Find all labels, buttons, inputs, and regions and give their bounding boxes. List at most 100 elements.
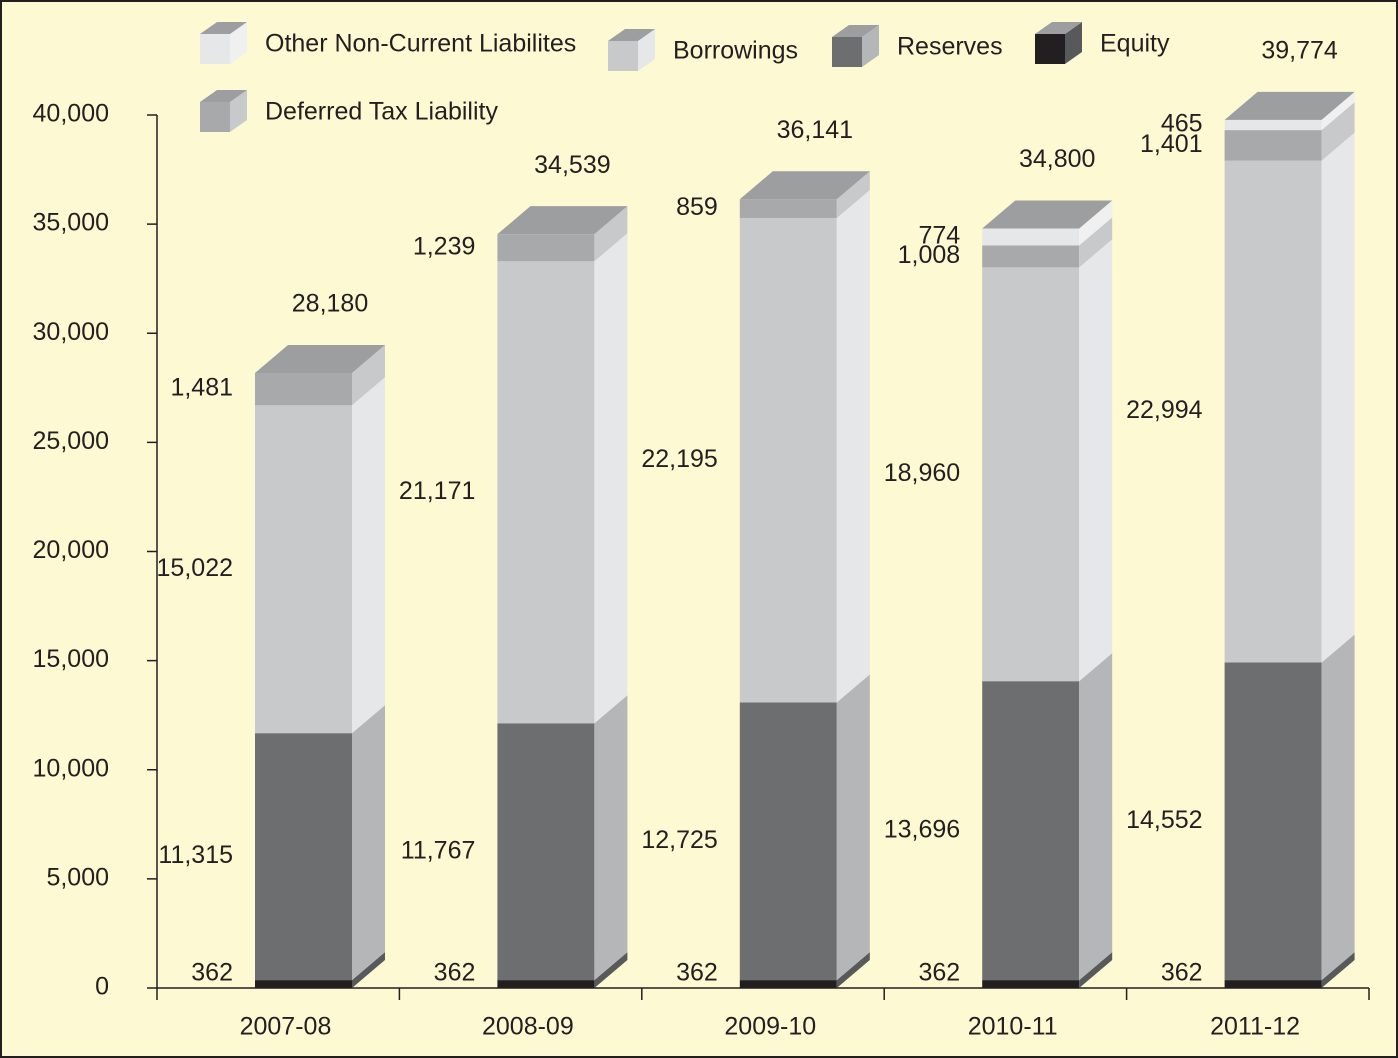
bar-segment [739,217,837,703]
bar-segment-side [1321,952,1355,988]
legend-label: Deferred Tax Liability [265,98,498,126]
y-tick-label: 0 [95,973,109,1001]
value-label: 1,239 [413,232,476,260]
bar-segment-side [1321,91,1355,131]
y-tick-label: 10,000 [33,754,109,782]
value-label: 11,315 [158,841,233,869]
value-label: 362 [676,959,718,987]
x-tick-label: 2009-10 [724,1013,816,1041]
value-label: 774 [918,222,960,250]
bar-top [739,171,870,200]
legend-swatch [832,37,862,67]
bar-segment [739,702,837,981]
legend-label: Equity [1100,30,1170,58]
bar-segment [982,980,1080,988]
bar-segment [739,980,837,988]
bar-segment-side [836,171,870,218]
bar-top [255,344,385,373]
bar-segment [1224,119,1322,131]
y-tick-label: 15,000 [33,645,109,673]
bar-segment-side [1321,132,1355,663]
legend-swatch-top [200,22,247,34]
value-label: 21,171 [399,477,475,505]
bar-segment-side [1079,952,1113,988]
value-label: 14,552 [1126,806,1202,834]
value-label: 362 [918,959,960,987]
bar-segment-side [836,674,870,981]
x-tick-label: 2008-09 [482,1013,574,1041]
value-label: 1,401 [1140,130,1203,158]
value-label: 13,696 [884,815,960,843]
bar-segment [982,245,1080,268]
bar-segment [255,733,352,981]
legend-label: Reserves [897,33,1003,61]
value-label: 362 [434,959,476,987]
bar-segment [497,234,595,262]
y-tick-label: 25,000 [33,427,109,455]
bar-segment [497,723,595,981]
legend-swatch [200,102,230,132]
value-label: 18,960 [884,459,960,487]
value-label: 1,008 [898,241,961,269]
bar-segment-side [1321,634,1355,981]
bar-top [497,206,628,235]
legend-swatch-top [832,25,879,37]
total-label: 36,141 [777,116,853,144]
bar-segment-side [836,952,870,988]
legend-swatch [608,41,638,71]
bar-segment-side [594,695,628,981]
bar-segment-side [1321,102,1355,161]
legend-swatch-side [1065,22,1082,64]
bar-segment [739,199,837,218]
bar-segment [497,261,595,724]
x-tick-label: 2007-08 [240,1013,332,1041]
x-tick-label: 2011-12 [1210,1013,1300,1041]
x-tick-label: 2010-11 [968,1013,1058,1041]
bar-segment-side [1079,200,1113,246]
y-tick-label: 35,000 [33,209,109,237]
legend-swatch-side [862,25,879,67]
y-tick-label: 30,000 [33,318,109,346]
bar-segment [1224,160,1322,663]
bar-segment [255,405,352,734]
bar-segment-side [1079,653,1113,981]
bar-segment [982,228,1080,246]
total-label: 34,539 [534,151,610,179]
value-label: 22,994 [1126,396,1203,424]
total-label: 39,774 [1261,37,1338,65]
y-tick-label: 5,000 [46,863,109,891]
value-label: 12,725 [641,826,717,854]
y-tick-label: 20,000 [33,536,109,564]
value-label: 362 [191,959,233,987]
legend-label: Other Non-Current Liabilites [265,30,576,58]
bar-segment-side [1079,217,1113,268]
bar-segment [1224,662,1322,981]
bar-segment-side [594,233,628,724]
bar-segment [255,980,352,988]
legend-swatch-top [608,29,655,41]
value-label: 1,481 [170,374,233,402]
value-label: 362 [1161,959,1203,987]
y-tick-label: 40,000 [33,100,109,128]
bar-segment [497,980,595,988]
bar-segment [982,267,1080,682]
bar-top [982,200,1113,229]
bar-segment-side [1079,239,1113,682]
total-label: 34,800 [1019,145,1095,173]
legend-swatch-side [230,90,247,132]
bar-segment-side [594,206,628,262]
bar-segment-side [352,344,385,406]
legend-swatch [200,34,230,64]
value-label: 22,195 [641,445,717,473]
bar-segment-side [352,952,385,988]
legend-swatch-top [1035,22,1082,34]
value-label: 465 [1161,110,1203,138]
legend-swatch-top [200,90,247,102]
legend-label: Borrowings [673,37,798,65]
bar-segment [1224,980,1322,988]
bar-segment-side [594,952,628,988]
bar-segment-side [352,705,385,981]
legend-swatch-side [230,22,247,64]
